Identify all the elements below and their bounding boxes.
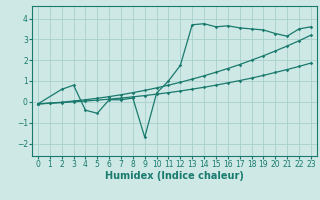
X-axis label: Humidex (Indice chaleur): Humidex (Indice chaleur) [105,171,244,181]
